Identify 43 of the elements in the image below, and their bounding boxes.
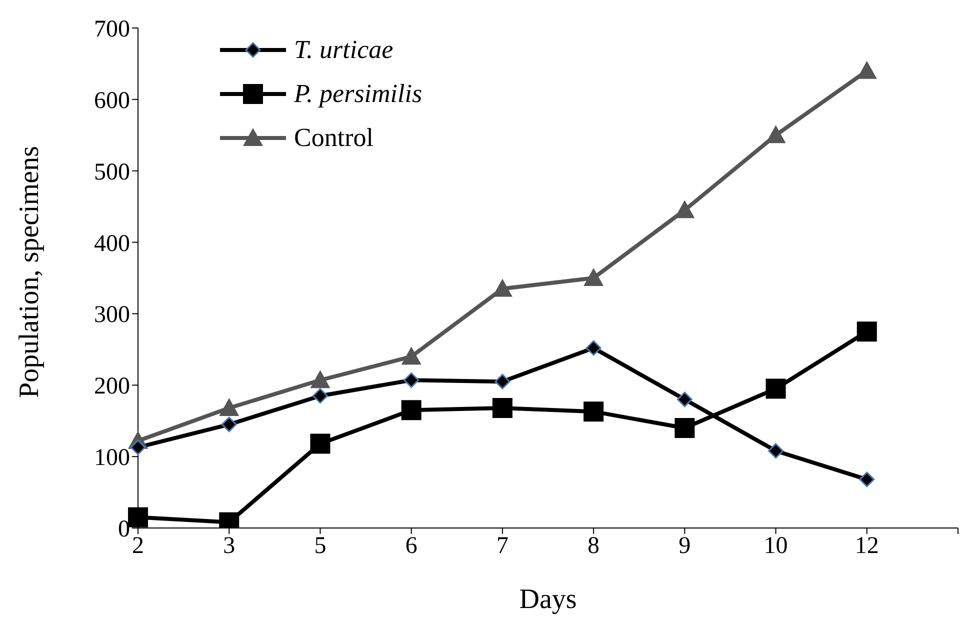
x-tick-label: 2 — [132, 533, 144, 560]
point — [768, 443, 784, 459]
point — [676, 392, 692, 408]
legend-label: P. persimilis — [294, 79, 422, 109]
y-tick-label: 300 — [94, 302, 130, 328]
y-tick-label: 0 — [118, 516, 130, 543]
point — [674, 418, 695, 438]
point — [494, 374, 510, 390]
point — [404, 372, 420, 388]
x-tick-label: 3 — [223, 533, 236, 560]
point — [310, 370, 330, 388]
point — [766, 125, 786, 144]
y-tick-label: 500 — [94, 159, 130, 186]
legend-label: T. urticae — [294, 35, 394, 65]
point — [766, 378, 786, 399]
x-axis-title: Days — [519, 584, 577, 615]
x-tick-label: 7 — [496, 533, 508, 560]
legend-label: Control — [294, 123, 374, 153]
point — [312, 388, 328, 404]
y-tick-label: 200 — [94, 374, 130, 400]
x-tick-label: 8 — [588, 533, 600, 560]
x-tick-label: 5 — [314, 533, 326, 560]
point — [584, 402, 604, 422]
point — [219, 398, 240, 416]
x-tick-label: 6 — [405, 533, 418, 560]
point — [128, 507, 148, 528]
point — [492, 398, 512, 418]
point — [401, 400, 422, 420]
y-tick-label: 600 — [94, 88, 130, 114]
y-tick-label: 100 — [94, 445, 130, 472]
point — [310, 434, 330, 454]
point — [221, 416, 237, 432]
point — [856, 322, 877, 342]
y-tick-label: 700 — [94, 16, 130, 43]
point — [401, 346, 422, 365]
x-tick-label: 12 — [854, 533, 879, 560]
point — [584, 268, 604, 286]
x-tick-label: 9 — [678, 533, 691, 560]
point — [859, 472, 875, 488]
point — [586, 340, 602, 356]
y-tick-label: 400 — [94, 230, 130, 257]
x-tick-label: 10 — [764, 533, 788, 560]
y-axis-title: Population, specimens — [14, 146, 45, 398]
